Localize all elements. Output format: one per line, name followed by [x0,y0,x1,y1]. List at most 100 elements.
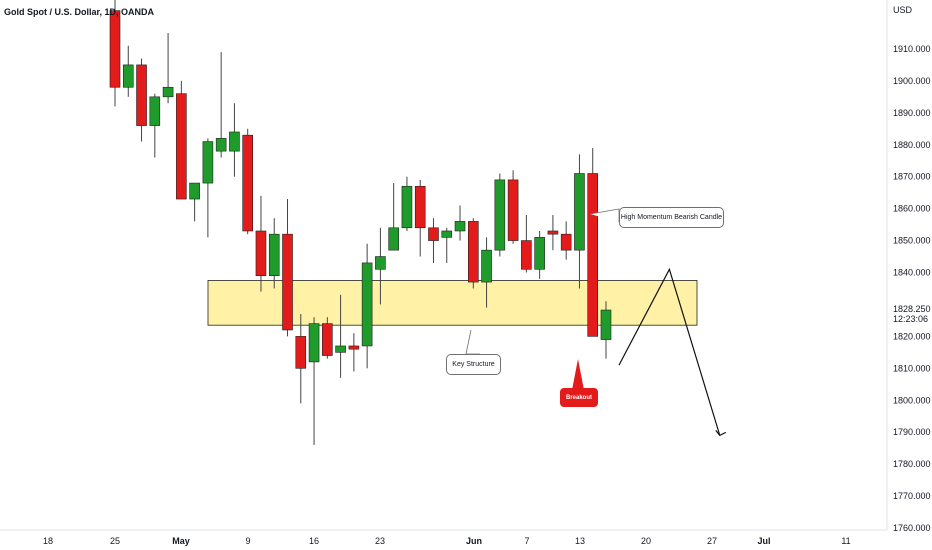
bear-candle-body [547,230,559,235]
candle [335,294,346,378]
candle [295,314,307,404]
key-structure-callout-pointer [465,329,480,355]
candle [547,215,559,251]
candle [348,333,360,372]
bear-candle-body [521,240,532,270]
time-tick-label: May [172,536,190,546]
bull-candle-body [494,179,506,251]
price-tick-label: 1800.000 [893,395,931,405]
bear-candle-body [295,336,307,369]
bear-candle-body [587,173,599,337]
price-tick-label: 1890.000 [893,108,931,118]
candle [322,317,333,359]
candle [122,45,134,97]
candle [388,183,399,251]
price-tick-label: 1840.000 [893,268,931,278]
candle [467,218,479,289]
price-tick-label: 1910.000 [893,44,931,54]
candle [521,215,532,273]
candle [109,0,121,107]
candle [242,128,253,235]
breakout-callout[interactable]: Breakout [560,388,598,407]
bear-candle-body [348,345,360,350]
bear-candle-body [242,134,253,232]
time-tick-label: 11 [841,536,850,546]
bull-candle-body [375,256,386,270]
bull-candle-body [202,141,214,184]
bull-candle-body [189,182,200,200]
candle [494,173,506,257]
time-tick-label: 25 [110,536,120,546]
candle [308,317,320,445]
time-tick-label: 13 [575,536,585,546]
bull-candle-body [335,345,346,353]
candle [414,179,426,257]
candle [375,227,386,305]
bear-candle-body [467,221,479,283]
bear-candle-body [109,10,121,88]
candle [268,218,280,289]
time-axis[interactable]: 18 25 May 9 16 23 Jun 7 13 20 27 Jul 11 [43,536,851,546]
bull-candle-body [268,233,280,276]
bull-candle-body [534,237,545,270]
key-structure-callout[interactable]: Key Structure [446,354,501,375]
price-tick-label: 1760.000 [893,523,931,533]
key-structure-callout-text: Key Structure [452,361,495,368]
candle [428,218,439,263]
candle [176,80,187,200]
candle [587,147,599,337]
candle [441,227,453,263]
candle [202,138,214,238]
price-tick-label: 1790.000 [893,427,931,437]
candle [454,205,466,241]
candle [189,182,200,222]
candle [401,176,413,231]
candle [215,52,227,158]
candle [162,32,174,104]
price-tick-label: 1820.000 [893,331,931,341]
bull-candle-body [215,138,227,152]
breakout-callout-pointer [572,359,584,390]
candles-layer [109,0,612,445]
bear-candle-body [255,230,267,276]
projection-layer [465,208,727,437]
time-tick-label: 9 [245,536,250,546]
breakout-callout-text: Breakout [565,394,592,401]
price-axis[interactable]: 1910.000 1900.000 1890.000 1880.000 1870.000… [893,44,931,533]
time-tick-label: 23 [375,536,385,546]
bull-candle-body [308,323,320,363]
candle [361,243,373,369]
bull-candle-body [600,309,612,340]
price-tick-label: 1870.000 [893,172,931,182]
bear-candle-body [282,233,293,331]
bull-candle-body [149,96,161,126]
time-tick-label: 27 [707,536,717,546]
candle [282,199,293,337]
momentum-callout-text: High Momentum Bearish Candle [620,214,723,221]
bull-candle-body [401,185,413,229]
price-tick-label: 1900.000 [893,76,931,86]
candle [136,58,147,142]
bear-candle-body [507,179,519,241]
bear-candle-body [322,323,333,356]
price-tick-label: 1880.000 [893,140,931,150]
currency-label: USD [893,5,913,15]
bull-candle-body [388,227,399,251]
bull-candle-body [441,230,453,238]
bull-candle-body [122,64,134,88]
candle [560,221,572,260]
momentum-callout[interactable]: High Momentum Bearish Candle [619,207,724,228]
bear-candle-body [136,64,147,126]
bear-candle-body [560,233,572,251]
bear-candle-body [428,227,439,241]
bull-candle-body [361,262,373,347]
price-tick-label: 1810.000 [893,363,931,373]
projection-path [618,267,721,436]
candle [255,195,267,292]
candle [534,230,545,279]
candle [507,170,519,244]
bull-candle-body [454,221,466,232]
candle [574,154,585,289]
projection-arrowhead [715,430,727,437]
